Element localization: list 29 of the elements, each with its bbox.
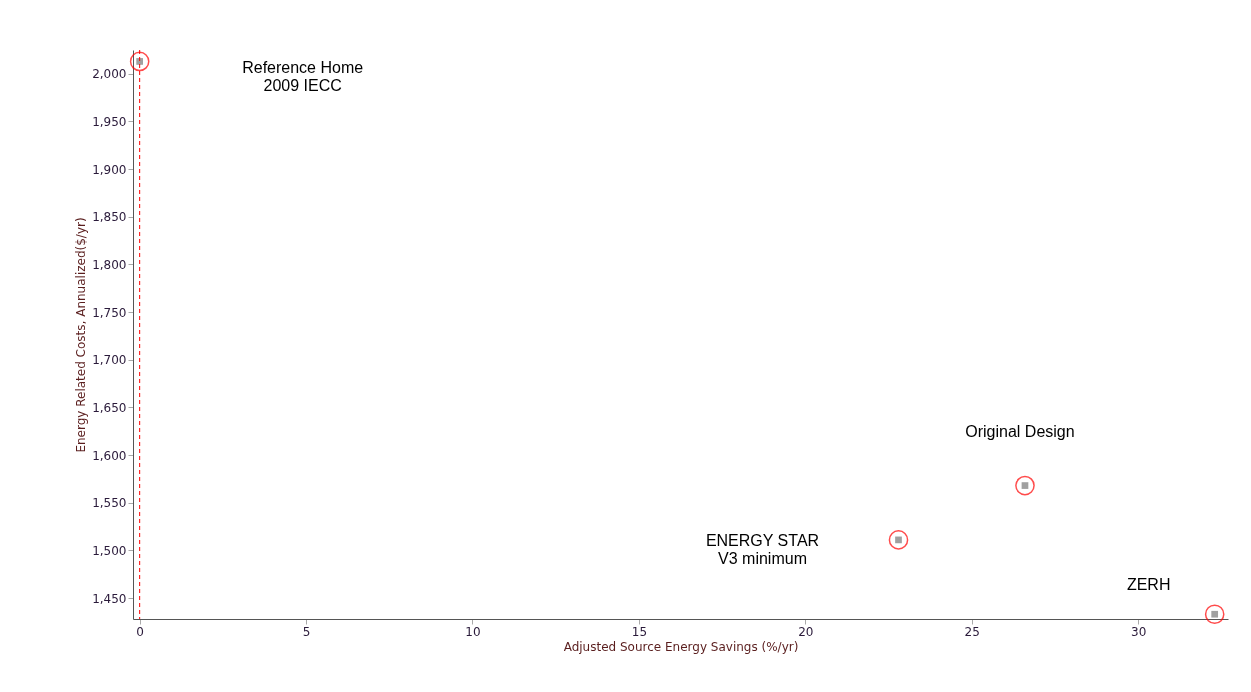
point: [888, 530, 909, 550]
annotation: ZERH: [1126, 576, 1171, 594]
point: [1204, 604, 1225, 625]
y-tick-label: 1,850: [92, 210, 127, 225]
x-tick-label: 15: [631, 624, 648, 639]
y-tick-label: 1,900: [92, 162, 127, 177]
y-tick-label: 2,000: [92, 67, 127, 82]
y-tick-label: 1,700: [92, 353, 127, 368]
point: [129, 51, 150, 72]
x-tick-label: 25: [964, 624, 980, 639]
y-tick-label: 1,950: [92, 114, 127, 129]
x-axis-title: Adjusted Source Energy Savings (%/yr): [563, 639, 799, 654]
y-tick-label: 1,800: [92, 257, 127, 272]
y-tick-label: 1,750: [92, 305, 127, 320]
y-tick-label: 1,450: [92, 591, 127, 606]
annotation: ENERGY STAR V3 minimum: [705, 531, 820, 567]
x-tick-label: 5: [302, 624, 311, 639]
x-tick-label: 30: [1131, 624, 1147, 639]
y-tick-label: 1,550: [92, 496, 127, 511]
point: [1015, 475, 1035, 496]
y-tick-label: 1,500: [92, 543, 127, 558]
x-tick-label: 20: [798, 624, 814, 639]
x-tick-label: 10: [465, 624, 481, 639]
y-tick-label: 1,600: [92, 448, 127, 463]
x-tick-label: 0: [136, 624, 144, 639]
y-tick-label: 1,650: [92, 400, 127, 415]
annotation: Reference Home 2009 IECC: [242, 59, 364, 95]
annotation: Original Design: [965, 422, 1075, 440]
y-axis-title: Energy Related Costs, Annualized($/yr): [74, 217, 89, 453]
